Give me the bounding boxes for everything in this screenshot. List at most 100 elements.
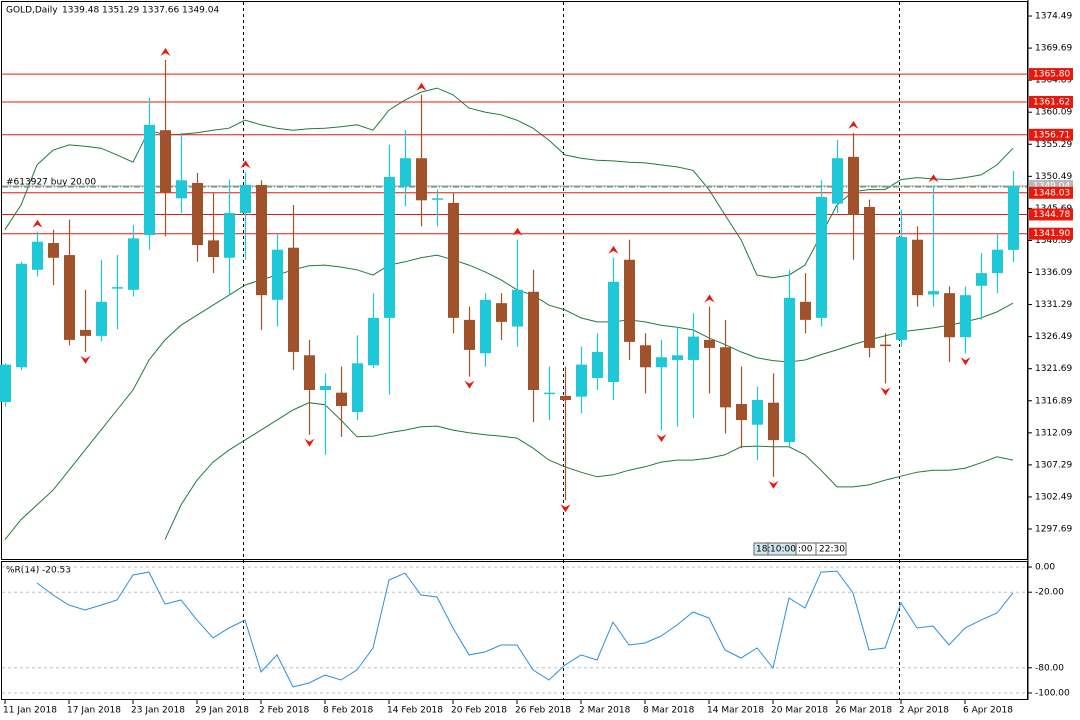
y-tick-label: 1331.29 bbox=[1035, 300, 1072, 310]
candle-body bbox=[480, 299, 491, 354]
candle-body bbox=[672, 355, 683, 360]
x-tick-label: 8 Mar 2018 bbox=[643, 706, 695, 716]
fractal-down bbox=[80, 355, 91, 364]
candle-body bbox=[656, 357, 667, 368]
candle-body bbox=[256, 184, 267, 296]
indicator-title: %R(14) bbox=[6, 566, 39, 576]
fractal-down bbox=[656, 434, 667, 443]
y-tick-label: 1369.69 bbox=[1035, 44, 1072, 54]
level-label: 1361.62 bbox=[1033, 97, 1070, 107]
candle-body bbox=[496, 303, 507, 322]
candle-body bbox=[800, 301, 811, 320]
header-open: 1339.48 bbox=[62, 6, 99, 16]
y-tick-label: 1364.89 bbox=[1035, 76, 1072, 86]
fractal-up bbox=[704, 294, 715, 303]
candle-body bbox=[544, 392, 555, 395]
candle-body bbox=[320, 386, 331, 391]
candle-body bbox=[240, 184, 251, 214]
candle-body bbox=[784, 297, 795, 443]
level-label-box bbox=[1029, 227, 1073, 240]
y-tick-label: 1307.29 bbox=[1035, 460, 1072, 470]
y-tick-label: -20.00 bbox=[1035, 588, 1064, 598]
fractal-down bbox=[464, 380, 475, 389]
candle-body bbox=[688, 336, 699, 360]
bollinger-band bbox=[4, 254, 1014, 540]
level-label-box bbox=[1029, 186, 1073, 199]
candle-body bbox=[896, 237, 907, 340]
x-tick-label: 2 Feb 2018 bbox=[259, 706, 310, 716]
fractal-up bbox=[848, 120, 859, 129]
indicator-value: -20.53 bbox=[42, 566, 71, 576]
fractal-up bbox=[608, 245, 619, 254]
fractal-up bbox=[416, 82, 427, 91]
x-tick-label: 2 Mar 2018 bbox=[579, 706, 631, 716]
candle-body bbox=[208, 240, 219, 258]
candle-body bbox=[464, 319, 475, 350]
y-tick-label: 1297.69 bbox=[1035, 525, 1072, 535]
header-low: 1337.66 bbox=[142, 6, 179, 16]
y-tick-label: 1355.29 bbox=[1035, 140, 1072, 150]
level-label-box bbox=[1029, 68, 1073, 81]
candle-body bbox=[944, 293, 955, 338]
level-label: 1341.90 bbox=[1033, 229, 1070, 239]
candle-body bbox=[752, 400, 763, 425]
candle-body bbox=[400, 158, 411, 187]
fractal-up bbox=[928, 174, 939, 183]
x-tick-label: 26 Mar 2018 bbox=[835, 706, 892, 716]
candle-body bbox=[848, 156, 859, 216]
fractal-down bbox=[880, 387, 891, 396]
header-close: 1349.04 bbox=[182, 6, 219, 16]
y-tick-label: -80.00 bbox=[1035, 663, 1064, 673]
candle-body bbox=[832, 158, 843, 204]
candle-body bbox=[0, 364, 11, 403]
y-tick-label: 1374.49 bbox=[1035, 12, 1072, 22]
candle-body bbox=[976, 273, 987, 286]
y-tick-label: 1312.09 bbox=[1035, 428, 1072, 438]
y-tick-label: 1321.69 bbox=[1035, 364, 1072, 374]
y-tick-label: 1360.09 bbox=[1035, 108, 1072, 118]
fractal-down bbox=[960, 357, 971, 366]
candle-body bbox=[272, 249, 283, 300]
y-tick-label: -100.00 bbox=[1035, 688, 1070, 698]
x-tick-label: 11 Jan 2018 bbox=[3, 706, 57, 716]
x-tick-label: 26 Feb 2018 bbox=[515, 706, 571, 716]
bollinger-band bbox=[164, 402, 1014, 540]
candle-body bbox=[528, 291, 539, 391]
level-label: 1344.78 bbox=[1033, 210, 1070, 220]
y-tick-label: 1302.49 bbox=[1035, 492, 1072, 502]
level-label-box bbox=[1029, 95, 1073, 108]
y-tick-label: 1336.09 bbox=[1035, 268, 1072, 278]
candle-body bbox=[384, 176, 395, 318]
level-label: 1348.03 bbox=[1033, 188, 1070, 198]
order-label: #613927 buy 20.00 bbox=[6, 177, 96, 187]
symbol: GOLD,Daily bbox=[6, 6, 58, 16]
candle-body bbox=[160, 130, 171, 193]
candle-body bbox=[336, 392, 347, 407]
candle-body bbox=[128, 238, 139, 290]
candle-body bbox=[48, 243, 59, 258]
candle-body bbox=[64, 255, 75, 340]
candle-body bbox=[960, 295, 971, 338]
fractal-down bbox=[304, 438, 315, 447]
candle-body bbox=[32, 241, 43, 270]
fractal-up bbox=[512, 227, 523, 236]
fractal-down bbox=[560, 504, 571, 513]
bid-label: 1349.04 bbox=[1033, 182, 1070, 192]
candle-body bbox=[912, 239, 923, 296]
candle-body bbox=[432, 198, 443, 200]
candle-body bbox=[80, 329, 91, 336]
level-label: 1365.80 bbox=[1033, 70, 1070, 80]
candle-body bbox=[720, 347, 731, 408]
fractal-down bbox=[768, 480, 779, 489]
candle-body bbox=[592, 351, 603, 378]
x-tick-label: 14 Mar 2018 bbox=[707, 706, 764, 716]
candle-body bbox=[192, 182, 203, 246]
candle-body bbox=[1008, 186, 1019, 250]
level-label-box bbox=[1029, 208, 1073, 221]
period-separators bbox=[243, 2, 900, 699]
y-tick-label: 0.00 bbox=[1035, 563, 1055, 573]
candle-body bbox=[864, 206, 875, 348]
candle-body bbox=[928, 291, 939, 295]
candle-body bbox=[16, 263, 27, 368]
